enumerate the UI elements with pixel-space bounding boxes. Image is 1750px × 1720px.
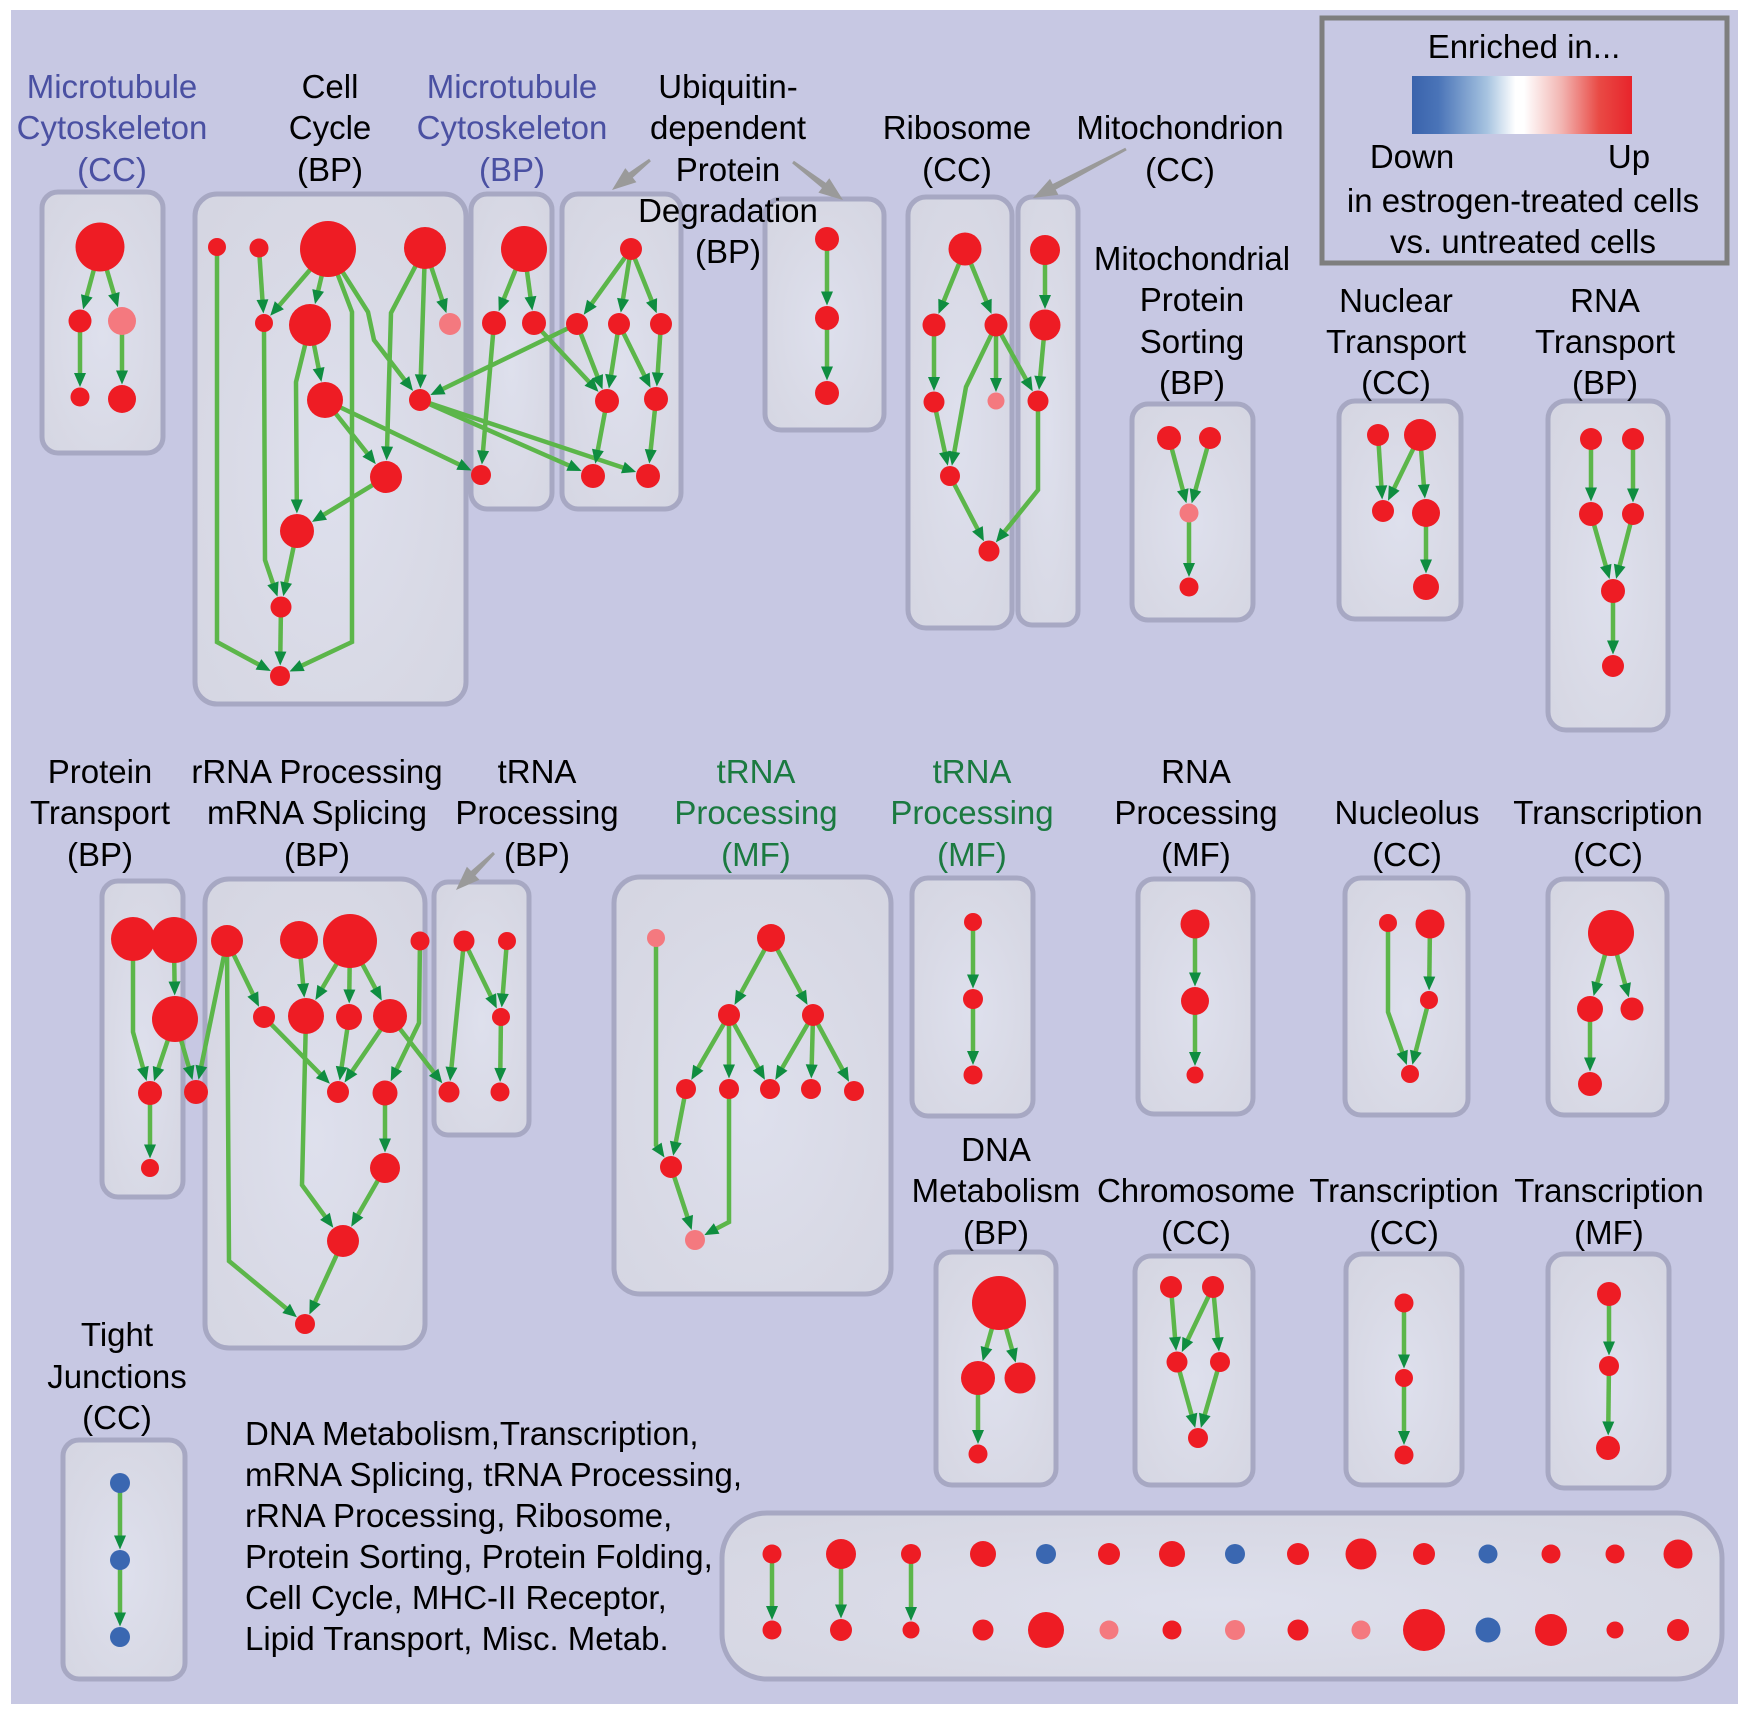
svg-text:Protein Sorting, Protein Foldi: Protein Sorting, Protein Folding,	[245, 1538, 713, 1575]
svg-text:(MF): (MF)	[721, 836, 791, 873]
svg-text:Lipid Transport, Misc. Metab.: Lipid Transport, Misc. Metab.	[245, 1620, 669, 1657]
svg-text:Up: Up	[1608, 138, 1650, 175]
svg-text:(BP): (BP)	[284, 836, 350, 873]
svg-text:Transcription: Transcription	[1513, 794, 1703, 831]
svg-text:(BP): (BP)	[67, 836, 133, 873]
svg-text:(BP): (BP)	[1159, 364, 1225, 401]
svg-text:vs. untreated cells: vs. untreated cells	[1390, 223, 1656, 260]
svg-text:(BP): (BP)	[479, 151, 545, 188]
svg-text:(CC): (CC)	[77, 151, 147, 188]
svg-text:(MF): (MF)	[1574, 1214, 1644, 1251]
svg-text:(CC): (CC)	[1161, 1214, 1231, 1251]
svg-text:Cytoskeleton: Cytoskeleton	[17, 109, 208, 146]
svg-text:Microtubule: Microtubule	[427, 68, 598, 105]
svg-text:Nucleolus: Nucleolus	[1335, 794, 1480, 831]
svg-text:(BP): (BP)	[297, 151, 363, 188]
svg-text:Cell Cycle, MHC-II Receptor,: Cell Cycle, MHC-II Receptor,	[245, 1579, 667, 1616]
svg-text:(CC): (CC)	[922, 151, 992, 188]
svg-text:tRNA: tRNA	[717, 753, 796, 790]
svg-text:Transport: Transport	[30, 794, 170, 831]
svg-text:Chromosome: Chromosome	[1097, 1172, 1295, 1209]
svg-text:Ribosome: Ribosome	[883, 109, 1032, 146]
svg-text:mRNA Splicing, tRNA Processing: mRNA Splicing, tRNA Processing,	[245, 1456, 742, 1493]
svg-text:(BP): (BP)	[695, 233, 761, 270]
svg-text:Transcription: Transcription	[1514, 1172, 1704, 1209]
svg-text:Cell: Cell	[302, 68, 359, 105]
svg-text:rRNA Processing, Ribosome,: rRNA Processing, Ribosome,	[245, 1497, 672, 1534]
svg-text:tRNA: tRNA	[498, 753, 577, 790]
svg-text:Metabolism: Metabolism	[912, 1172, 1081, 1209]
svg-text:Transcription: Transcription	[1309, 1172, 1499, 1209]
svg-text:Sorting: Sorting	[1140, 323, 1245, 360]
svg-text:Mitochondrion: Mitochondrion	[1076, 109, 1283, 146]
svg-text:(CC): (CC)	[82, 1399, 152, 1436]
svg-text:(CC): (CC)	[1573, 836, 1643, 873]
svg-text:Degradation: Degradation	[638, 192, 818, 229]
svg-text:Protein: Protein	[676, 151, 781, 188]
svg-text:(CC): (CC)	[1369, 1214, 1439, 1251]
svg-text:mRNA Splicing: mRNA Splicing	[207, 794, 427, 831]
svg-text:(BP): (BP)	[963, 1214, 1029, 1251]
svg-text:Tight: Tight	[81, 1316, 153, 1353]
svg-text:Processing: Processing	[674, 794, 837, 831]
svg-text:(BP): (BP)	[504, 836, 570, 873]
svg-text:(CC): (CC)	[1361, 364, 1431, 401]
svg-text:Protein: Protein	[1140, 281, 1245, 318]
svg-text:Down: Down	[1370, 138, 1454, 175]
svg-text:in estrogen-treated cells: in estrogen-treated cells	[1347, 182, 1699, 219]
svg-text:RNA: RNA	[1570, 282, 1640, 319]
svg-text:Cytoskeleton: Cytoskeleton	[417, 109, 608, 146]
svg-text:Junctions: Junctions	[47, 1358, 186, 1395]
svg-text:Nuclear: Nuclear	[1339, 282, 1453, 319]
svg-text:Transport: Transport	[1535, 323, 1675, 360]
svg-text:rRNA Processing: rRNA Processing	[191, 753, 442, 790]
svg-text:(MF): (MF)	[1161, 836, 1231, 873]
svg-text:dependent: dependent	[650, 109, 806, 146]
svg-text:tRNA: tRNA	[933, 753, 1012, 790]
svg-text:(BP): (BP)	[1572, 364, 1638, 401]
svg-text:Microtubule: Microtubule	[27, 68, 198, 105]
svg-text:Processing: Processing	[890, 794, 1053, 831]
svg-text:Cycle: Cycle	[289, 109, 372, 146]
svg-text:Processing: Processing	[1114, 794, 1277, 831]
svg-text:(CC): (CC)	[1145, 151, 1215, 188]
svg-text:Protein: Protein	[48, 753, 153, 790]
svg-text:Enriched in...: Enriched in...	[1428, 28, 1621, 65]
svg-text:Ubiquitin-: Ubiquitin-	[658, 68, 797, 105]
svg-text:DNA Metabolism,Transcription,: DNA Metabolism,Transcription,	[245, 1415, 699, 1452]
svg-text:RNA: RNA	[1161, 753, 1231, 790]
svg-text:(CC): (CC)	[1372, 836, 1442, 873]
svg-text:Processing: Processing	[455, 794, 618, 831]
svg-text:DNA: DNA	[961, 1131, 1031, 1168]
svg-text:Transport: Transport	[1326, 323, 1466, 360]
svg-text:Mitochondrial: Mitochondrial	[1094, 240, 1290, 277]
svg-text:(MF): (MF)	[937, 836, 1007, 873]
